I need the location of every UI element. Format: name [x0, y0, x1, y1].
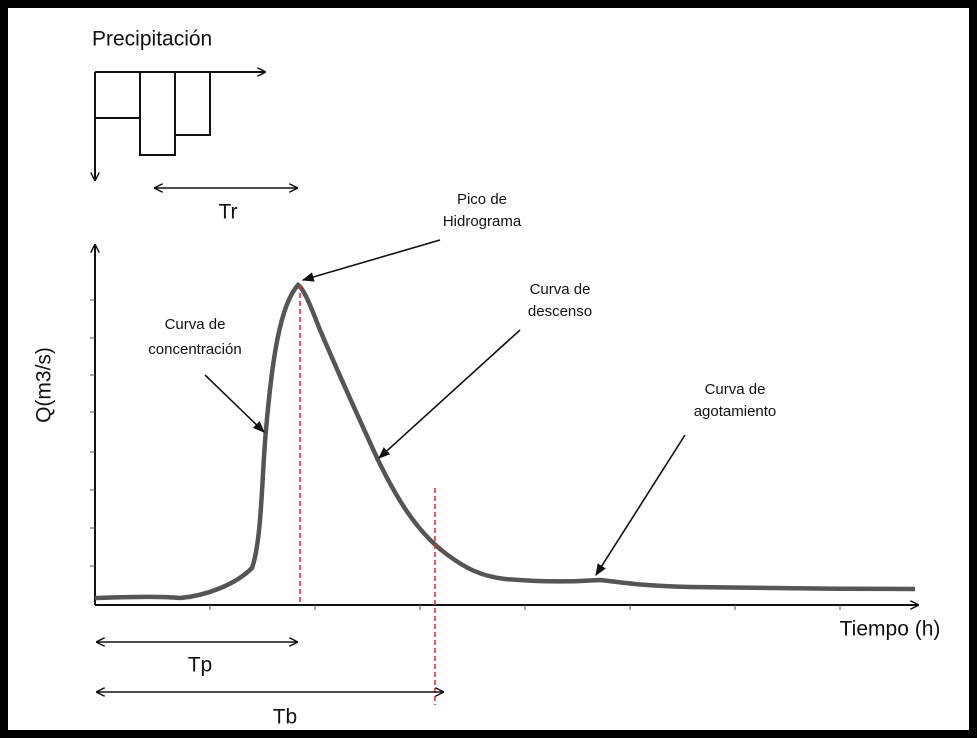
recession-arrow — [595, 434, 686, 577]
tr-label: Tr — [218, 201, 237, 224]
x-axis-label: Tiempo (h) — [840, 618, 941, 641]
rising-label-2: concentración — [148, 341, 241, 358]
falling-label-1: Curva de — [530, 281, 591, 298]
rising-arrow — [204, 374, 265, 433]
falling-label-2: descenso — [528, 303, 592, 320]
tb-label: Tb — [273, 706, 298, 729]
y-axis-label: Q(m3/s) — [33, 347, 56, 423]
precipitation-title: Precipitación — [92, 28, 212, 51]
peak-label-1: Pico de — [457, 191, 507, 208]
precip-bars — [95, 72, 211, 156]
peak-arrow — [301, 239, 441, 282]
tp-label: Tp — [188, 654, 213, 677]
axis-ticks — [90, 299, 841, 610]
rising-label-1: Curva de — [165, 316, 226, 333]
falling-arrow — [378, 329, 521, 459]
hydrograph-curve — [94, 281, 916, 601]
recession-label-2: agotamiento — [694, 403, 777, 420]
recession-label-1: Curva de — [705, 381, 766, 398]
peak-label-2: Hidrograma — [443, 213, 522, 230]
